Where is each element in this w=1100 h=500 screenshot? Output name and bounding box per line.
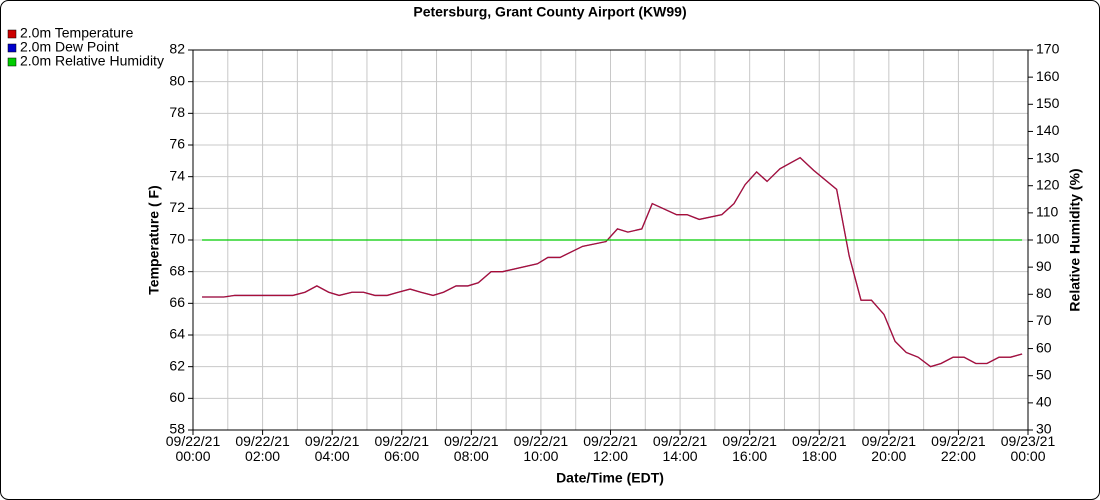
y-tick-label: 72	[169, 199, 185, 215]
x-tick-label: 09/22/21 14:00	[652, 433, 708, 464]
legend-swatch	[7, 57, 17, 67]
y2-tick-label: 30	[1036, 421, 1052, 437]
x-tick-label: 09/23/21 00:00	[1000, 433, 1056, 464]
x-tick-label: 09/22/21 12:00	[583, 433, 638, 464]
y-tick-label: 76	[169, 136, 185, 152]
x-axis-label: Date/Time (EDT)	[556, 470, 664, 486]
legend-label: 2.0m Temperature	[20, 25, 134, 41]
plot-border	[192, 49, 1029, 431]
legend-swatch	[7, 43, 17, 53]
y-axis-label: Temperature ( F)	[146, 185, 162, 294]
x-tick-label: 09/22/21 06:00	[374, 433, 430, 464]
series-line	[202, 156, 1023, 368]
y-tick-label: 62	[169, 357, 185, 373]
y-tick-label: 58	[169, 421, 185, 437]
y2-tick-label: 110	[1036, 204, 1059, 220]
y-tick-label: 64	[169, 326, 185, 342]
x-tick-label: 09/22/21 00:00	[165, 433, 221, 464]
y-tick-label: 66	[169, 294, 185, 310]
y2-tick-label: 60	[1036, 339, 1052, 355]
y2-tick-label: 150	[1036, 95, 1060, 111]
y2-tick-label: 90	[1036, 258, 1052, 274]
y2-tick-label: 70	[1036, 312, 1052, 328]
y-tick-label: 78	[169, 104, 185, 120]
x-tick-label: 09/22/21 04:00	[304, 433, 360, 464]
y-tick-label: 74	[169, 167, 185, 183]
y2-tick-label: 130	[1036, 149, 1060, 165]
x-tick-label: 09/22/21 02:00	[235, 433, 290, 464]
legend-swatch	[7, 29, 17, 39]
y2-tick-label: 140	[1036, 122, 1060, 138]
x-tick-label: 09/22/21 16:00	[722, 433, 777, 464]
chart-title: Petersburg, Grant County Airport (KW99)	[413, 4, 686, 20]
legend-label: 2.0m Relative Humidity	[20, 53, 164, 69]
y-tick-label: 80	[169, 72, 185, 88]
y2-tick-label: 170	[1036, 41, 1060, 57]
y2-tick-label: 40	[1036, 394, 1052, 410]
y-tick-label: 82	[169, 41, 185, 57]
y2-tick-label: 50	[1036, 366, 1052, 382]
y2-tick-label: 160	[1036, 68, 1060, 84]
x-tick-label: 09/22/21 10:00	[513, 433, 569, 464]
y-tick-label: 68	[169, 262, 185, 278]
y2-tick-label: 100	[1036, 231, 1060, 247]
x-tick-label: 09/22/21 08:00	[444, 433, 499, 464]
x-tick-label: 09/22/21 22:00	[931, 433, 986, 464]
x-tick-label: 09/22/21 20:00	[861, 433, 917, 464]
y-tick-label: 60	[169, 389, 185, 405]
y2-tick-label: 120	[1036, 176, 1060, 192]
y2-tick-label: 80	[1036, 285, 1052, 301]
legend-label: 2.0m Dew Point	[20, 39, 119, 55]
y2-axis-label: Relative Humidity (%)	[1067, 168, 1083, 311]
y-tick-label: 70	[169, 231, 185, 247]
x-tick-label: 09/22/21 18:00	[792, 433, 847, 464]
